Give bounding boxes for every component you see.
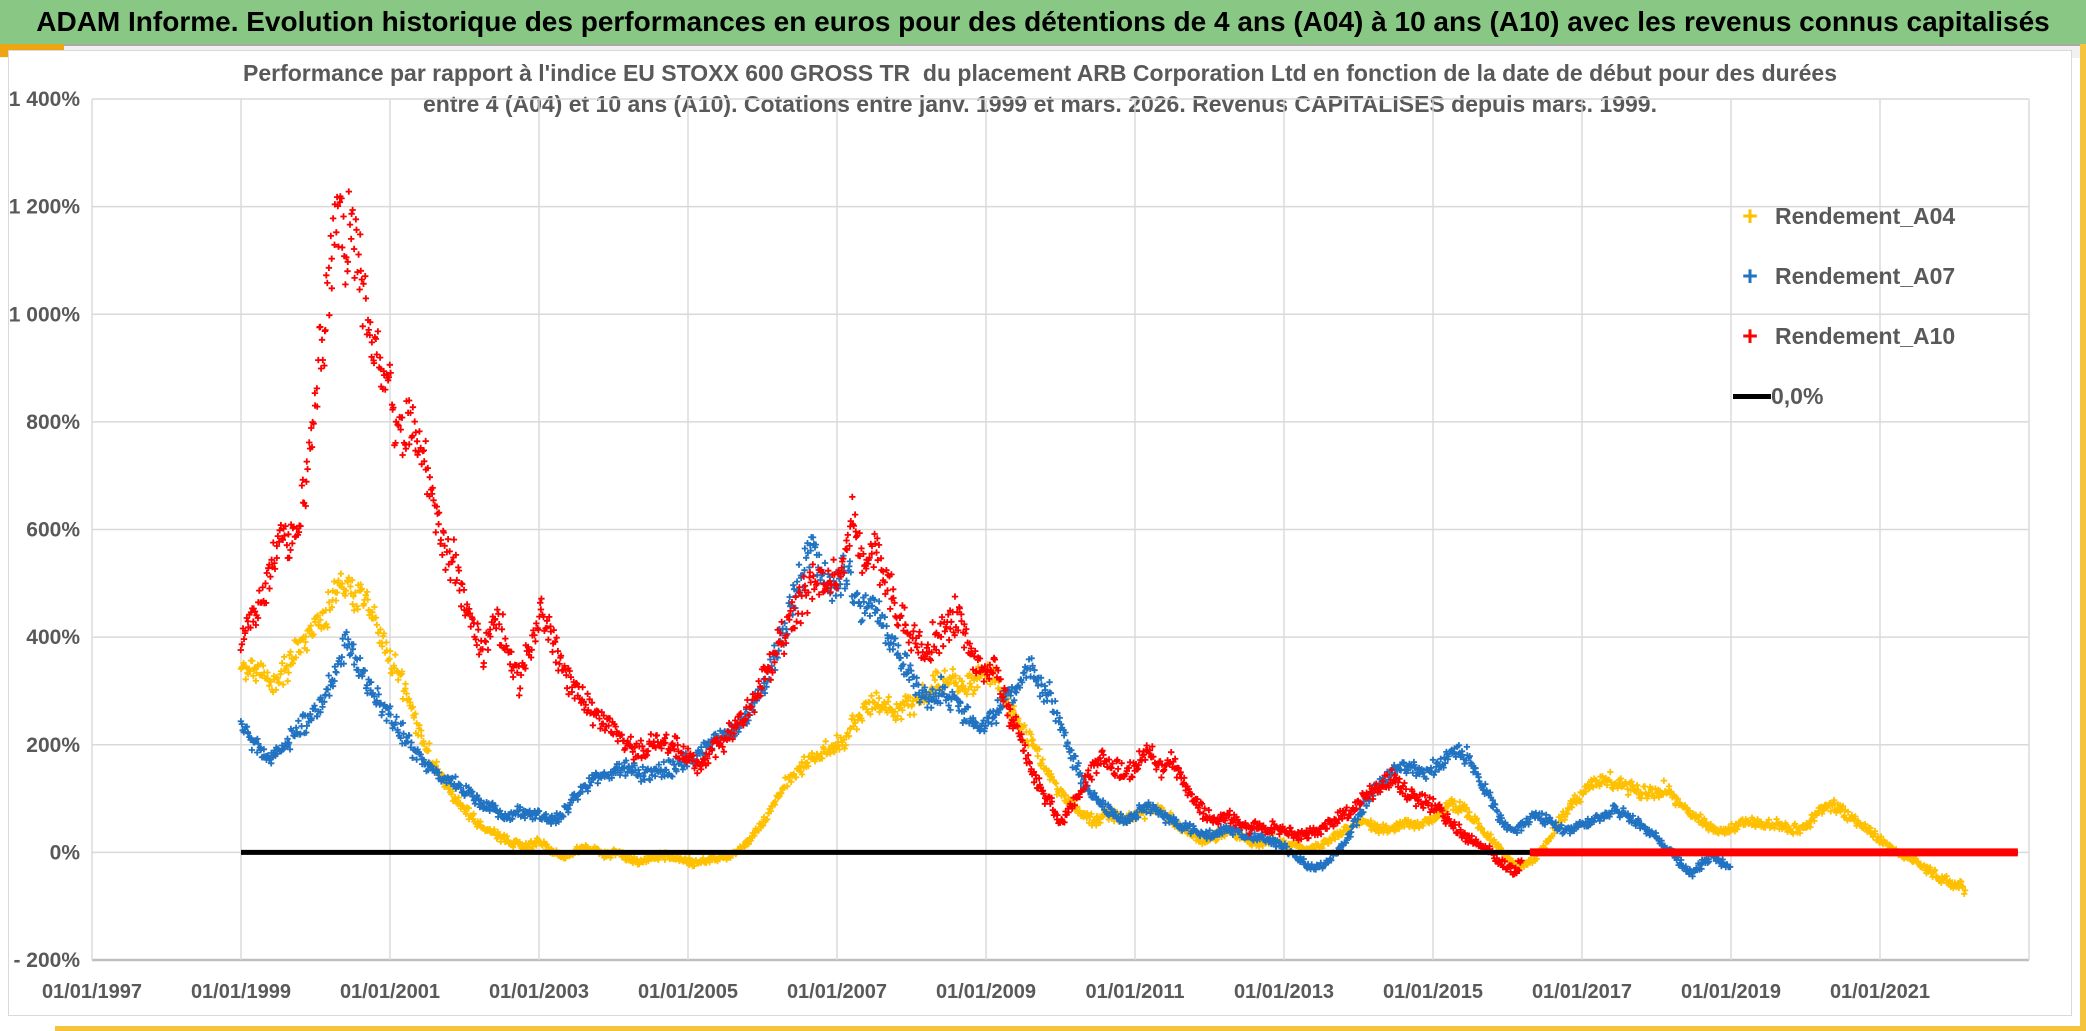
bottom-accent-strip	[55, 1026, 2086, 1031]
scatter-series	[236, 187, 1970, 898]
y-tick-label: 1 000%	[9, 303, 81, 326]
zero-line-icon	[1733, 393, 1771, 399]
legend-label: 0,0%	[1771, 382, 1824, 409]
plus-marker-icon: +	[1742, 321, 1758, 351]
legend-item-zero-line[interactable]: 0,0%	[1733, 366, 2043, 426]
sheet-header-bar: ADAM Informe. Evolution historique des p…	[0, 0, 2086, 46]
y-tick-label: 1 400%	[9, 88, 81, 111]
y-tick-label: 200%	[26, 734, 80, 757]
x-tick-label: 01/01/2019	[1681, 981, 1781, 1003]
chart-title-line1: Performance par rapport à l'indice EU ST…	[242, 60, 1838, 86]
legend-label: Rendement_A07	[1775, 262, 1956, 289]
legend-label: Rendement_A10	[1775, 322, 1956, 349]
y-tick-label: 400%	[26, 626, 80, 649]
plus-marker-icon: +	[1742, 261, 1758, 291]
x-tick-label: 01/01/2013	[1234, 981, 1334, 1003]
x-tick-label: 01/01/2021	[1830, 981, 1930, 1003]
x-axis-labels: 01/01/1997 01/01/1999 01/01/2001 01/01/2003…	[42, 981, 1930, 1003]
x-tick-label: 01/01/2005	[638, 981, 738, 1003]
y-tick-label: 600%	[26, 519, 80, 542]
y-tick-label: 0%	[50, 841, 81, 864]
chart-legend: + Rendement_A04 + Rendement_A07 + Rendem…	[1733, 186, 2043, 426]
y-tick-label: 800%	[26, 411, 80, 434]
right-accent-strip	[2080, 44, 2086, 1031]
x-tick-label: 01/01/2007	[787, 981, 887, 1003]
x-tick-label: 01/01/2009	[936, 981, 1036, 1003]
chart-title-line2: entre 4 (A04) et 10 ans (A10). Cotations…	[423, 91, 1657, 117]
x-tick-label: 01/01/2003	[489, 981, 589, 1003]
y-tick-label: - 200%	[13, 949, 80, 972]
legend-label: Rendement_A04	[1775, 202, 1956, 229]
series-Rendement_A10	[236, 187, 1526, 879]
plus-marker-icon: +	[1742, 201, 1758, 231]
legend-item-a10[interactable]: + Rendement_A10	[1733, 306, 2043, 366]
sheet-header-title: ADAM Informe. Evolution historique des p…	[36, 6, 2050, 37]
x-tick-label: 01/01/2001	[340, 981, 440, 1003]
legend-item-a04[interactable]: + Rendement_A04	[1733, 186, 2043, 246]
x-tick-label: 01/01/2011	[1086, 981, 1185, 1003]
legend-item-a07[interactable]: + Rendement_A07	[1733, 246, 2043, 306]
x-tick-label: 01/01/1999	[191, 981, 291, 1003]
x-tick-label: 01/01/2015	[1383, 981, 1483, 1003]
y-tick-label: 1 200%	[9, 196, 81, 219]
y-axis-labels: 1 400% 1 200% 1 000% 800% 600% 400% 200% 0% - 20…	[9, 88, 81, 972]
x-tick-label: 01/01/1997	[42, 981, 142, 1003]
x-tick-label: 01/01/2017	[1532, 981, 1632, 1003]
